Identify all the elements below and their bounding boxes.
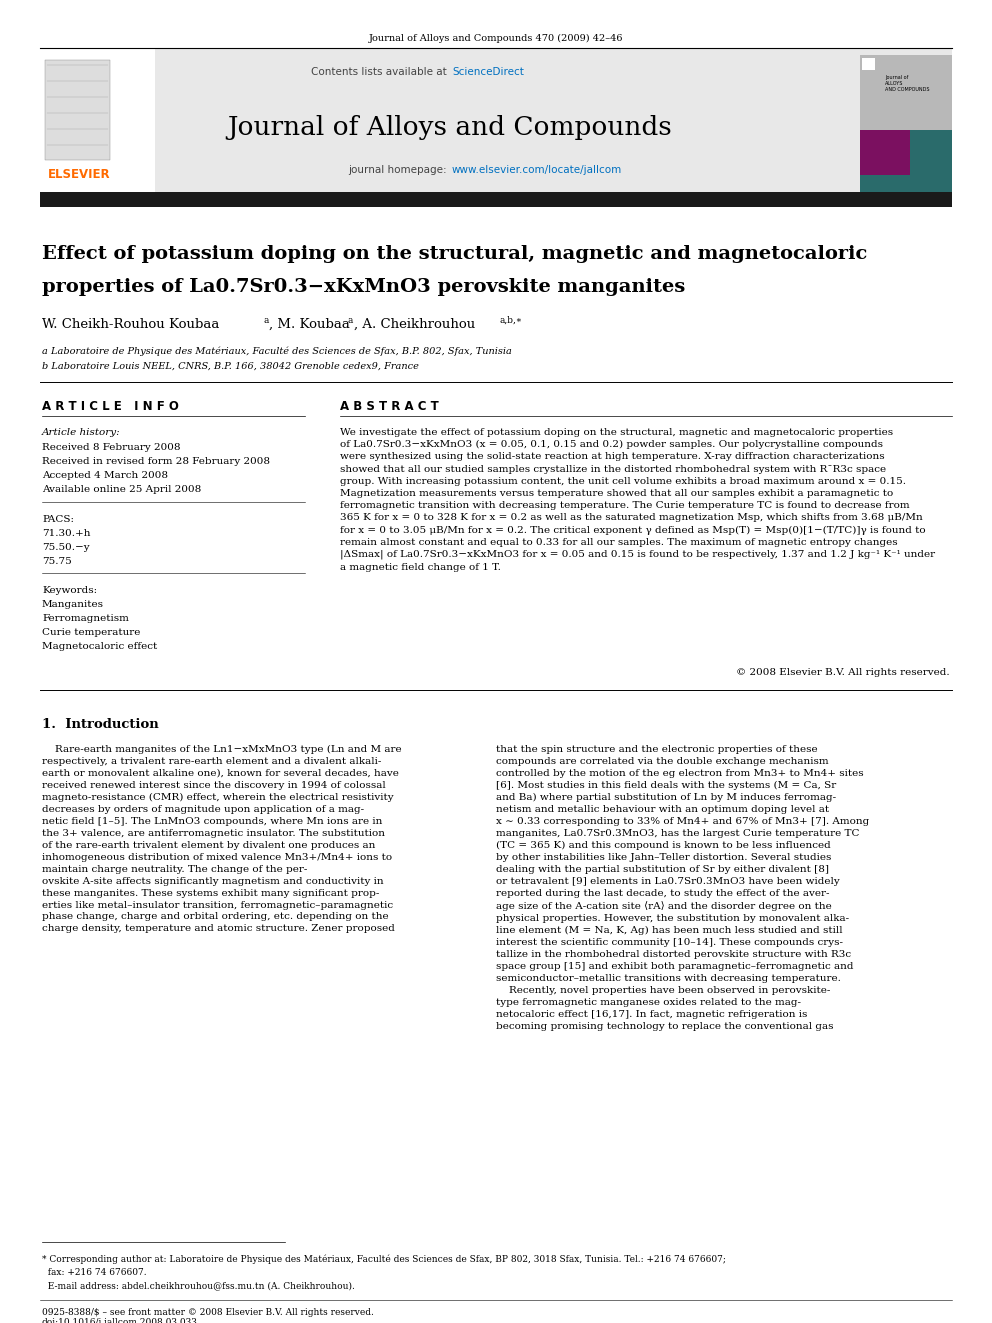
Bar bbox=[860, 130, 910, 175]
Text: www.elsevier.com/locate/jallcom: www.elsevier.com/locate/jallcom bbox=[452, 165, 622, 175]
Text: Keywords:: Keywords: bbox=[42, 586, 97, 595]
Text: PACS:: PACS: bbox=[42, 515, 74, 524]
Bar bbox=[40, 48, 952, 192]
Text: 75.75: 75.75 bbox=[42, 557, 71, 566]
Text: b Laboratoire Louis NEEL, CNRS, B.P. 166, 38042 Grenoble cedex9, France: b Laboratoire Louis NEEL, CNRS, B.P. 166… bbox=[42, 363, 419, 370]
Text: A B S T R A C T: A B S T R A C T bbox=[340, 400, 438, 413]
Text: a: a bbox=[263, 316, 269, 325]
Text: Journal of Alloys and Compounds: Journal of Alloys and Compounds bbox=[227, 115, 673, 140]
Text: Available online 25 April 2008: Available online 25 April 2008 bbox=[42, 486, 201, 493]
Bar bbox=[862, 58, 875, 70]
Text: Magnetocaloric effect: Magnetocaloric effect bbox=[42, 642, 158, 651]
Text: W. Cheikh-Rouhou Koubaa: W. Cheikh-Rouhou Koubaa bbox=[42, 318, 219, 331]
Text: Article history:: Article history: bbox=[42, 429, 121, 437]
Text: We investigate the effect of potassium doping on the structural, magnetic and ma: We investigate the effect of potassium d… bbox=[340, 429, 935, 572]
Text: Received 8 February 2008: Received 8 February 2008 bbox=[42, 443, 181, 452]
Text: Curie temperature: Curie temperature bbox=[42, 628, 141, 636]
Text: , M. Koubaa: , M. Koubaa bbox=[269, 318, 350, 331]
Bar bbox=[45, 60, 110, 160]
Text: Contents lists available at: Contents lists available at bbox=[311, 67, 450, 77]
Bar bbox=[860, 56, 952, 130]
Text: properties of La0.7Sr0.3−xKxMnO3 perovskite manganites: properties of La0.7Sr0.3−xKxMnO3 perovsk… bbox=[42, 278, 685, 296]
Text: Accepted 4 March 2008: Accepted 4 March 2008 bbox=[42, 471, 168, 480]
Bar bbox=[40, 48, 155, 192]
Text: fax: +216 74 676607.: fax: +216 74 676607. bbox=[42, 1267, 147, 1277]
Text: a,b,∗: a,b,∗ bbox=[500, 316, 523, 325]
Text: ScienceDirect: ScienceDirect bbox=[452, 67, 524, 77]
Text: Ferromagnetism: Ferromagnetism bbox=[42, 614, 129, 623]
Bar bbox=[40, 192, 952, 206]
Text: 75.50.−y: 75.50.−y bbox=[42, 542, 89, 552]
Text: that the spin structure and the electronic properties of these
compounds are cor: that the spin structure and the electron… bbox=[496, 745, 869, 1031]
Text: © 2008 Elsevier B.V. All rights reserved.: © 2008 Elsevier B.V. All rights reserved… bbox=[736, 668, 950, 677]
Text: , A. Cheikhrouhou: , A. Cheikhrouhou bbox=[354, 318, 475, 331]
Text: Journal of Alloys and Compounds 470 (2009) 42–46: Journal of Alloys and Compounds 470 (200… bbox=[369, 34, 623, 44]
Text: doi:10.1016/j.jallcom.2008.03.033: doi:10.1016/j.jallcom.2008.03.033 bbox=[42, 1318, 197, 1323]
Text: ELSEVIER: ELSEVIER bbox=[48, 168, 111, 180]
Text: Rare-earth manganites of the Ln1−xMxMnO3 type (Ln and M are
respectively, a triv: Rare-earth manganites of the Ln1−xMxMnO3… bbox=[42, 745, 402, 934]
Text: a: a bbox=[348, 316, 353, 325]
Text: 0925-8388/$ – see front matter © 2008 Elsevier B.V. All rights reserved.: 0925-8388/$ – see front matter © 2008 El… bbox=[42, 1308, 374, 1316]
Text: * Corresponding author at: Laboratoire de Physique des Matériaux, Faculté des Sc: * Corresponding author at: Laboratoire d… bbox=[42, 1256, 726, 1265]
Text: Received in revised form 28 February 2008: Received in revised form 28 February 200… bbox=[42, 456, 270, 466]
Text: 71.30.+h: 71.30.+h bbox=[42, 529, 90, 538]
Text: Effect of potassium doping on the structural, magnetic and magnetocaloric: Effect of potassium doping on the struct… bbox=[42, 245, 867, 263]
Text: journal homepage:: journal homepage: bbox=[348, 165, 450, 175]
Text: E-mail address: abdel.cheikhrouhou@fss.mu.tn (A. Cheikhrouhou).: E-mail address: abdel.cheikhrouhou@fss.m… bbox=[42, 1281, 355, 1290]
Text: 1.  Introduction: 1. Introduction bbox=[42, 718, 159, 732]
Bar bbox=[860, 130, 952, 192]
Text: a Laboratoire de Physique des Matériaux, Faculté des Sciences de Sfax, B.P. 802,: a Laboratoire de Physique des Matériaux,… bbox=[42, 347, 512, 356]
Text: Journal of
ALLOYS
AND COMPOUNDS: Journal of ALLOYS AND COMPOUNDS bbox=[885, 75, 930, 93]
Text: A R T I C L E   I N F O: A R T I C L E I N F O bbox=[42, 400, 179, 413]
Text: Manganites: Manganites bbox=[42, 601, 104, 609]
